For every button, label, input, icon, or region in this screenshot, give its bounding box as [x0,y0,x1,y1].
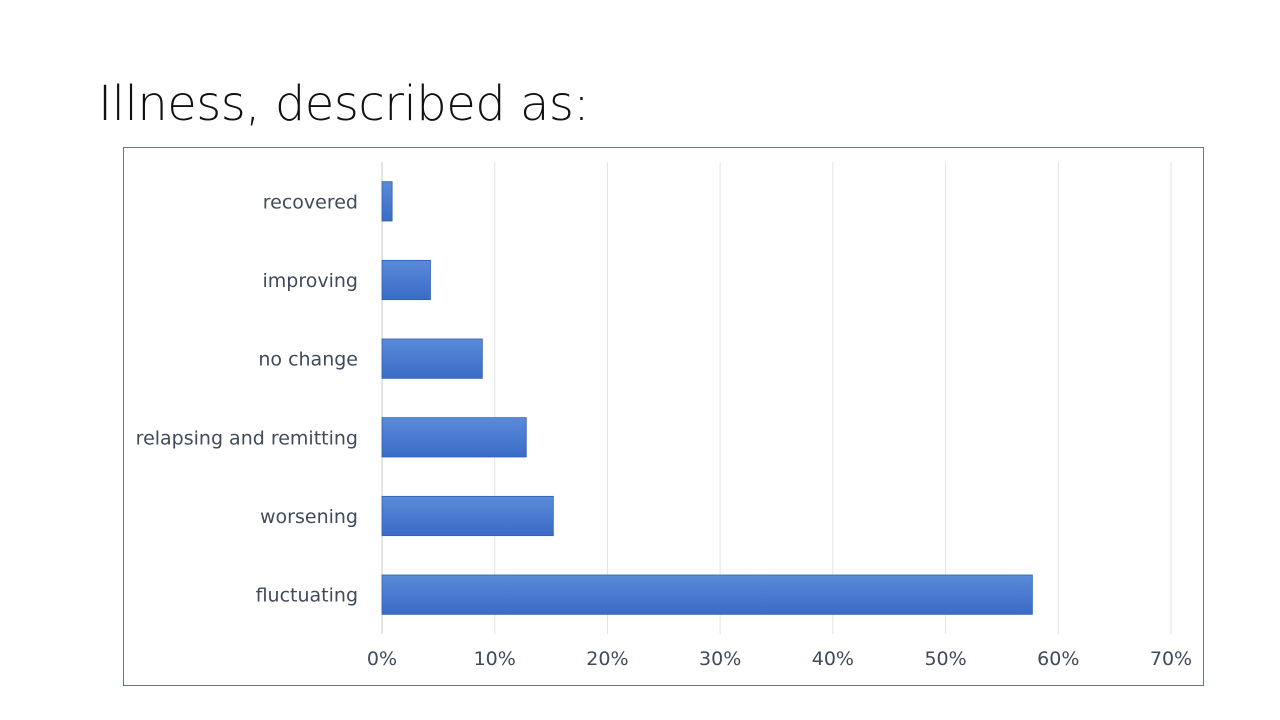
bar-recovered[interactable] [381,181,393,222]
category-label: recovered [263,191,358,213]
category-labels: recovered improving no change relapsing and… [136,191,358,606]
category-label: worsening [260,506,358,528]
chart-frame[interactable]: recovered improving no change relapsing and… [123,147,1204,686]
bar-improving[interactable] [381,259,431,301]
bar-relapsing-and-remitting[interactable] [381,417,527,458]
bar-fluctuating[interactable] [381,574,1033,615]
bar-chart: recovered improving no change relapsing and… [136,162,1192,670]
bar-worsening[interactable] [381,495,554,537]
bars [381,181,1033,615]
x-axis-tick-labels: 0% 10% 20% 30% 40% 50% 60% 70% [367,648,1192,670]
category-label: improving [263,270,359,292]
x-tick-label: 20% [586,648,628,670]
x-tick-label: 10% [474,648,516,670]
x-tick-label: 50% [924,648,966,670]
x-tick-label: 60% [1037,648,1079,670]
category-label: fluctuating [256,585,358,607]
category-label: no change [258,349,358,371]
x-tick-label: 70% [1150,648,1192,670]
gridlines [381,162,1172,634]
x-tick-label: 30% [699,648,741,670]
bar-no-change[interactable] [381,338,483,379]
slide-title: Illness, described as: [98,76,590,132]
x-tick-label: 40% [812,648,854,670]
x-tick-label: 0% [367,648,397,670]
category-label: relapsing and remitting [136,427,358,449]
